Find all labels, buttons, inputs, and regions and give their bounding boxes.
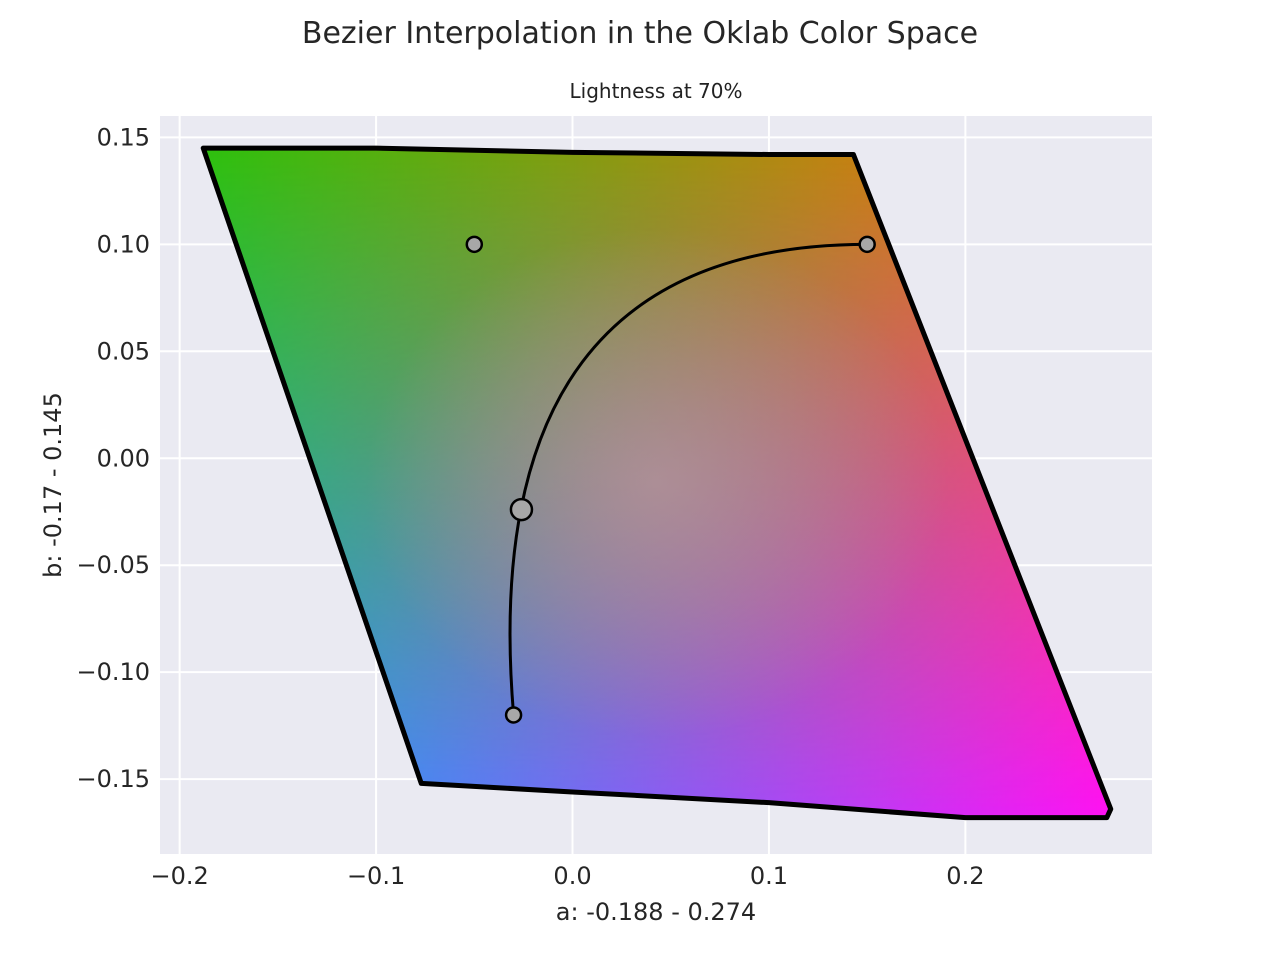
y-tick-label: 0.00 (97, 444, 150, 472)
x-tick-label: 0.0 (553, 862, 591, 890)
x-tick-label: 0.2 (946, 862, 984, 890)
y-tick-label: 0.05 (97, 337, 150, 365)
x-axis-label: a: -0.188 - 0.274 (556, 898, 756, 926)
gamut-boundary (200, 145, 1114, 821)
y-tick-label: −0.15 (76, 765, 150, 793)
y-tick-label: 0.15 (97, 123, 150, 151)
control-point (858, 235, 876, 254)
y-axis-label: b: -0.17 - 0.145 (39, 392, 67, 578)
y-tick-labels: 0.15 0.10 0.05 0.00 −0.05 −0.10 −0.15 (76, 123, 150, 793)
y-tick-label: −0.05 (76, 551, 150, 579)
chart-title: Bezier Interpolation in the Oklab Color … (302, 16, 978, 51)
gamut-fill-center (366, 228, 948, 738)
chart-subtitle: Lightness at 70% (570, 79, 743, 103)
interpolated-point (509, 497, 534, 522)
x-tick-label: 0.1 (750, 862, 788, 890)
control-point (504, 706, 523, 724)
x-tick-label: −0.2 (151, 862, 209, 890)
y-tick-label: −0.10 (76, 658, 150, 686)
x-tick-label: −0.1 (347, 862, 405, 890)
x-tick-labels: −0.2 −0.1 0.0 0.1 0.2 (151, 862, 985, 890)
bezier-curve (508, 242, 868, 716)
control-point (465, 235, 484, 254)
control-points (465, 235, 876, 724)
y-tick-label: 0.10 (97, 230, 150, 258)
